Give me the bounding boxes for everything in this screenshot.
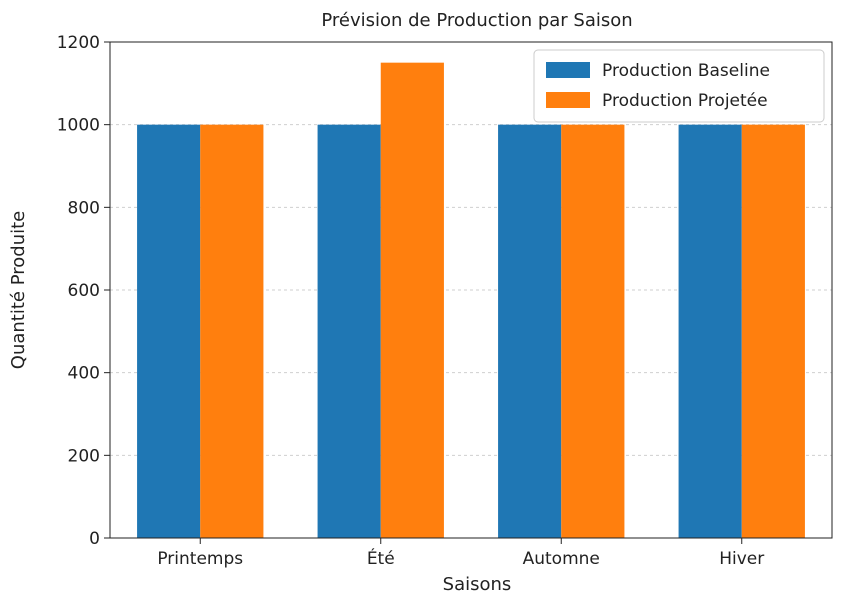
legend-swatch: [546, 92, 590, 108]
plot-frame: [109, 41, 833, 539]
bar-projetee-2: [561, 124, 625, 539]
bar-baseline-1: [317, 124, 381, 539]
y-tick-label: 800: [68, 198, 100, 218]
bar-baseline-3: [678, 124, 742, 539]
legend: Production Baseline Production Projetée: [533, 49, 825, 123]
bar-projetee-1: [380, 62, 444, 539]
bar-baseline-0: [137, 124, 201, 539]
bar-projetee-3: [741, 124, 805, 539]
y-tick-label: 200: [68, 446, 100, 466]
legend-label: Production Baseline: [602, 61, 770, 81]
x-tick-label: Hiver: [719, 549, 764, 569]
y-tick-label: 0: [89, 529, 100, 549]
y-tick-label: 1200: [57, 33, 100, 53]
legend-box: [533, 49, 825, 123]
bars: [137, 62, 805, 539]
y-tick-label: 600: [68, 281, 100, 301]
y-tick-label: 1000: [57, 116, 100, 136]
x-axis-label: Saisons: [443, 574, 512, 595]
legend-label: Production Projetée: [602, 91, 768, 111]
x-tick-label: Printemps: [157, 549, 243, 569]
chart-title: Prévision de Production par Saison: [321, 10, 632, 31]
bar-projetee-0: [200, 124, 264, 539]
legend-swatch: [546, 62, 590, 78]
bar-baseline-2: [498, 124, 562, 539]
y-tick-label: 400: [68, 364, 100, 384]
x-tick-label: Automne: [523, 549, 600, 569]
axes: 0 200 400 600 800 1000 1200 Printemps Été Automne…: [57, 33, 833, 569]
y-axis-label: Quantité Produite: [8, 211, 29, 369]
x-tick-label: Été: [367, 547, 395, 569]
